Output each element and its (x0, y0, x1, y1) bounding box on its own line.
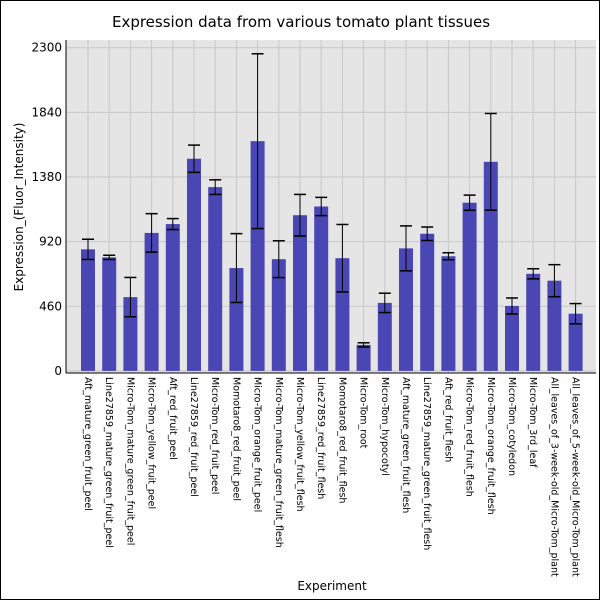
bar (462, 202, 477, 371)
x-tick-label: Momotaro8_red_fruit_peel (230, 377, 241, 501)
bar (165, 224, 180, 371)
bar (377, 302, 392, 371)
x-tick-label: Momotaro8_red_fruit_flesh (336, 377, 347, 503)
chart-title: Expression data from various tomato plan… (112, 13, 490, 31)
bar (568, 313, 583, 371)
x-tick-label: Line27859_red_fruit_peel (188, 377, 199, 497)
bar (81, 249, 95, 371)
y-tick-label: 1840 (31, 105, 62, 119)
y-tick-label: 2300 (31, 41, 62, 55)
bar (271, 259, 286, 371)
x-tick-label: Micro-Tom_yellow_fruit_flesh (294, 377, 305, 512)
bar (483, 161, 498, 371)
x-tick-label: Micro-Tom_root (358, 377, 369, 449)
x-tick-label: Micro-Tom_orange_fruit_flesh (485, 377, 496, 515)
x-tick-label: Aft_mature_green_fruit_flesh (400, 377, 411, 513)
x-tick-label: Line27859_red_fruit_flesh (315, 377, 326, 499)
bar (293, 215, 307, 371)
x-tick-label: Micro-Tom_red_fruit_flesh (464, 377, 475, 497)
x-tick-label: Micro-Tom_3rd_leaf (527, 377, 538, 468)
y-tick-label: 460 (39, 299, 62, 313)
x-tick-label: Micro-Tom_mature_green_fruit_flesh (273, 377, 284, 548)
x-tick-label: Micro-Tom_orange_fruit_peel (252, 377, 263, 512)
plot-area: 0 460 920 1380 1840 2300 Aft_mature_green_frui… (31, 40, 596, 577)
x-tick-label: Micro-Tom_red_fruit_peel (209, 377, 220, 494)
bar (102, 257, 117, 371)
bar (547, 280, 562, 371)
x-tick-label: All_leaves_of_3-week-old_Micro-Tom_plant (548, 377, 559, 577)
y-axis-label: Expression_(Fluor_Intensity) (12, 123, 26, 292)
x-tick-label: Aft_red_fruit_flesh (442, 377, 453, 462)
x-tick-label: Line27859_mature_green_fruit_peel (103, 377, 114, 548)
bar (420, 233, 435, 371)
y-tick-label: 920 (39, 235, 62, 249)
x-tick-label: Aft_mature_green_fruit_peel (82, 377, 93, 511)
x-tick-label: Micro-Tom_yellow_fruit_peel (146, 377, 157, 509)
bar (123, 297, 138, 371)
bar (399, 248, 413, 371)
x-tick-label: Aft_red_fruit_peel (167, 377, 178, 460)
y-tick-label: 0 (54, 364, 62, 378)
x-tick-label: All_leaves_of_5-week-old_Micro-Tom_plant (570, 377, 581, 577)
bar (441, 256, 456, 371)
x-tick-label: Micro-Tom_mature_green_fruit_peel (124, 377, 135, 545)
bar (144, 232, 159, 371)
bar (250, 141, 265, 371)
bar (314, 206, 329, 371)
bar (505, 305, 519, 371)
bar (526, 273, 541, 371)
bar (356, 344, 371, 371)
x-tick-label: Micro-Tom_cotyledon (506, 377, 517, 476)
x-axis-label: Experiment (297, 579, 367, 593)
x-tick-label: Line27859_mature_green_fruit_flesh (421, 377, 432, 550)
bar (229, 268, 244, 371)
bar (335, 258, 350, 371)
bar (187, 158, 201, 371)
x-tick-label: Micro-Tom_hypocotyl (379, 377, 390, 476)
bar (208, 187, 223, 371)
y-tick-label: 1380 (31, 170, 62, 184)
